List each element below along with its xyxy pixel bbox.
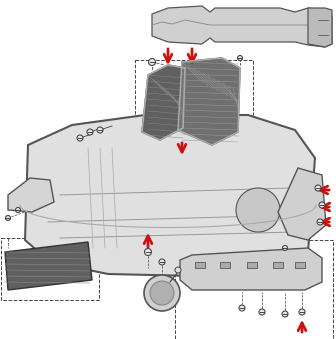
Circle shape	[144, 275, 180, 311]
Circle shape	[317, 219, 323, 225]
Polygon shape	[308, 8, 332, 47]
Circle shape	[150, 281, 174, 305]
Circle shape	[159, 259, 165, 265]
Circle shape	[283, 245, 288, 251]
Bar	[1, 238, 99, 300]
Polygon shape	[25, 115, 315, 276]
Bar	[195, 262, 205, 268]
Circle shape	[315, 185, 321, 191]
Circle shape	[282, 311, 288, 317]
Circle shape	[77, 135, 83, 141]
Circle shape	[5, 216, 10, 220]
Bar	[135, 60, 253, 152]
Circle shape	[175, 267, 181, 273]
Circle shape	[87, 129, 93, 135]
Bar	[220, 262, 230, 268]
Polygon shape	[180, 248, 322, 290]
Polygon shape	[178, 58, 240, 145]
Polygon shape	[142, 65, 185, 140]
Circle shape	[97, 127, 103, 133]
Circle shape	[144, 248, 152, 256]
Circle shape	[149, 59, 156, 65]
Circle shape	[236, 188, 280, 232]
Circle shape	[239, 305, 245, 311]
Circle shape	[299, 309, 305, 315]
Bar	[295, 262, 305, 268]
Circle shape	[319, 202, 325, 208]
Circle shape	[15, 207, 20, 213]
Bar	[273, 262, 283, 268]
Bar	[247, 262, 257, 268]
Circle shape	[238, 56, 243, 60]
Polygon shape	[278, 168, 326, 240]
Polygon shape	[152, 6, 332, 47]
Polygon shape	[5, 242, 92, 290]
Bar	[175, 240, 333, 339]
Polygon shape	[8, 178, 54, 212]
Circle shape	[259, 309, 265, 315]
